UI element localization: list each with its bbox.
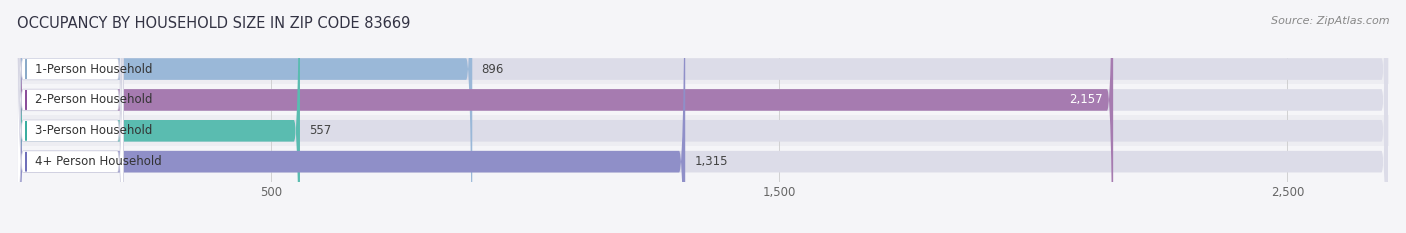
Bar — [17, 85, 1389, 115]
FancyBboxPatch shape — [17, 0, 124, 233]
FancyBboxPatch shape — [18, 0, 1388, 233]
Text: 1-Person Household: 1-Person Household — [35, 62, 152, 75]
FancyBboxPatch shape — [18, 0, 685, 233]
Text: 2-Person Household: 2-Person Household — [35, 93, 152, 106]
Text: OCCUPANCY BY HOUSEHOLD SIZE IN ZIP CODE 83669: OCCUPANCY BY HOUSEHOLD SIZE IN ZIP CODE … — [17, 16, 411, 31]
Bar — [17, 54, 1389, 85]
Bar — [17, 146, 1389, 177]
Text: 3-Person Household: 3-Person Household — [35, 124, 152, 137]
FancyBboxPatch shape — [18, 0, 1388, 233]
Text: 2,157: 2,157 — [1070, 93, 1102, 106]
Bar — [17, 115, 1389, 146]
Text: 896: 896 — [481, 62, 503, 75]
FancyBboxPatch shape — [18, 0, 1114, 233]
Text: 4+ Person Household: 4+ Person Household — [35, 155, 162, 168]
FancyBboxPatch shape — [17, 0, 124, 233]
FancyBboxPatch shape — [18, 0, 1388, 233]
Text: Source: ZipAtlas.com: Source: ZipAtlas.com — [1271, 16, 1389, 26]
FancyBboxPatch shape — [17, 0, 124, 233]
FancyBboxPatch shape — [18, 0, 299, 233]
FancyBboxPatch shape — [17, 0, 124, 233]
Text: 557: 557 — [309, 124, 332, 137]
Text: 1,315: 1,315 — [695, 155, 728, 168]
FancyBboxPatch shape — [18, 0, 1388, 233]
FancyBboxPatch shape — [18, 0, 472, 233]
